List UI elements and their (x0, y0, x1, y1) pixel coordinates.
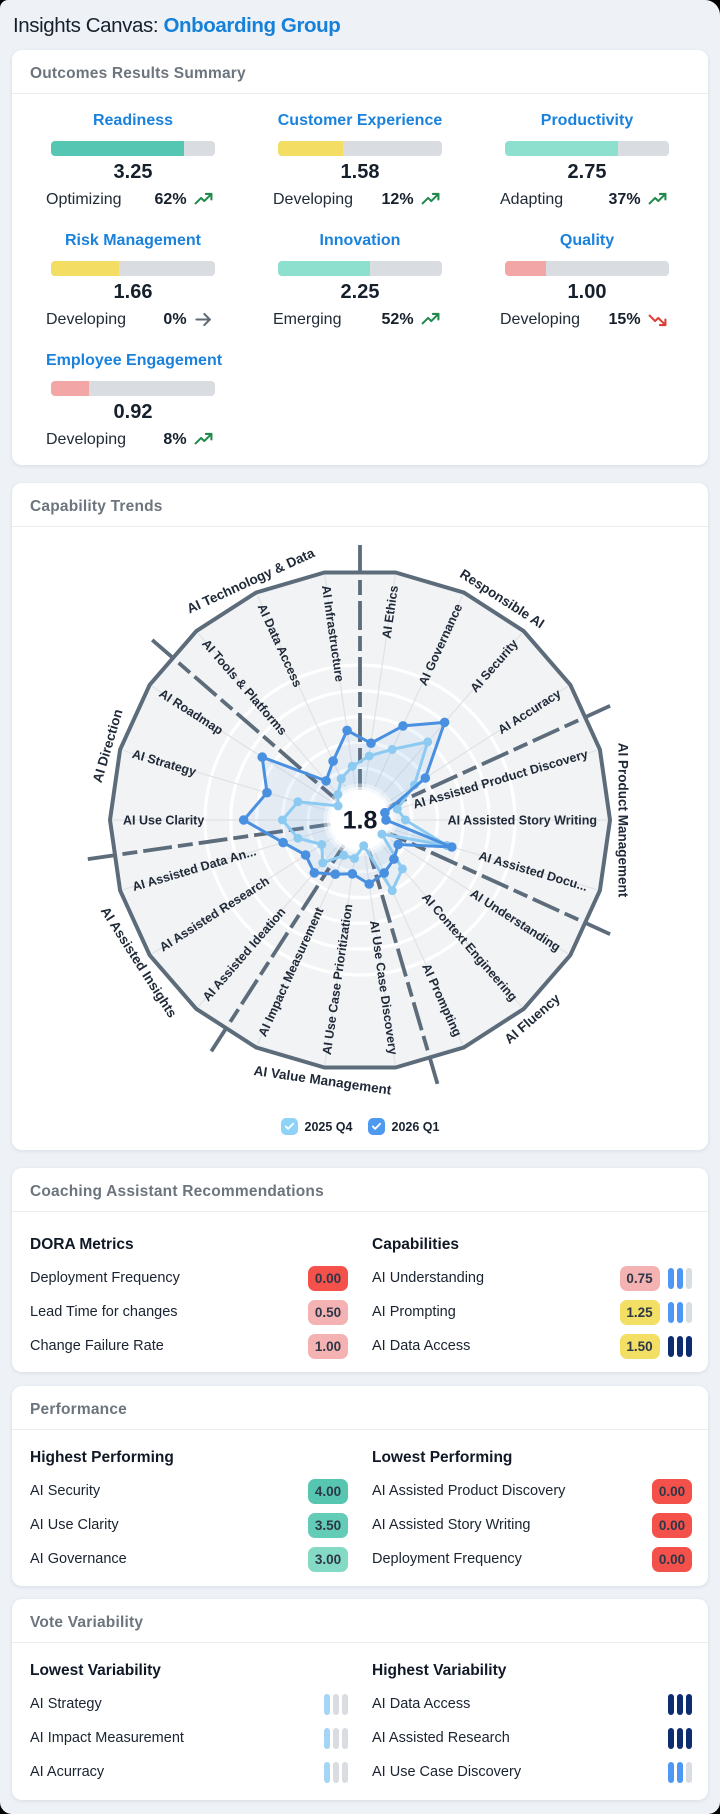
svg-text:AI Product Management: AI Product Management (616, 743, 631, 898)
svg-text:AI Use Clarity: AI Use Clarity (123, 814, 204, 828)
svg-text:1.8: 1.8 (343, 807, 378, 835)
svg-text:AI Assisted Story Writing: AI Assisted Story Writing (448, 814, 597, 828)
